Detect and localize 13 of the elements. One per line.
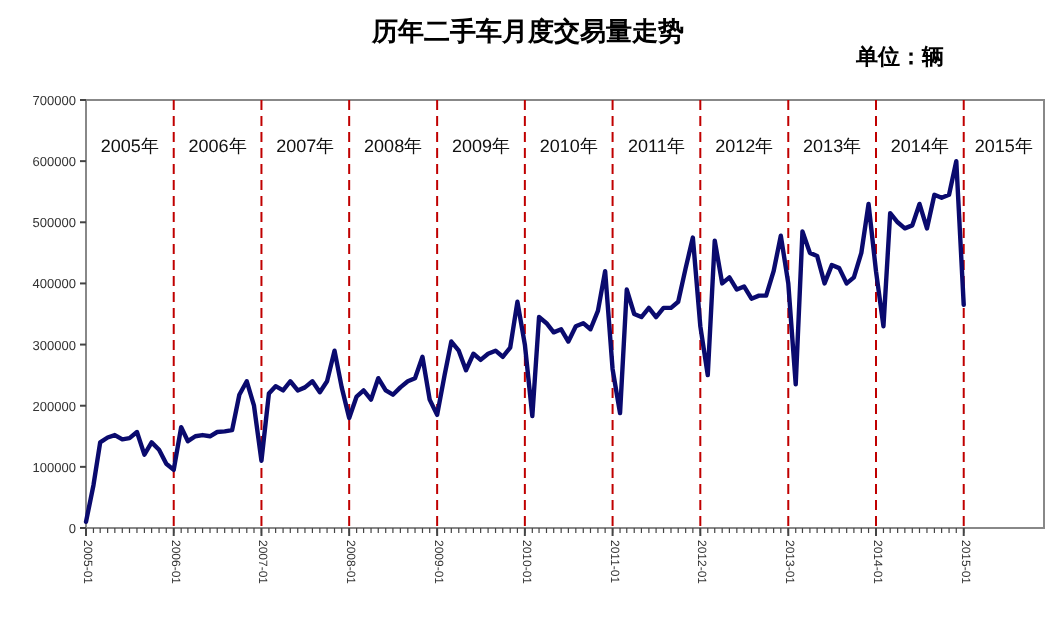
annotation: 2006年 — [188, 136, 247, 156]
annotation: 2007年 — [276, 136, 335, 156]
annotation: 2010年 — [539, 136, 598, 156]
annotation: 2012年 — [715, 136, 774, 156]
annotation: 2013年 — [803, 136, 862, 156]
annotation: 2008年 — [364, 136, 423, 156]
annotation: 2014年 — [890, 136, 949, 156]
chart-subtitle: 单位：辆 — [854, 44, 944, 70]
annotation: 2011年 — [628, 136, 685, 156]
annotation: 2009年 — [451, 136, 511, 156]
chart-title: 历年二手车月度交易量走势 — [370, 16, 684, 46]
annotation: 2005年 — [100, 136, 159, 156]
annotation: 2015年 — [974, 136, 1033, 156]
